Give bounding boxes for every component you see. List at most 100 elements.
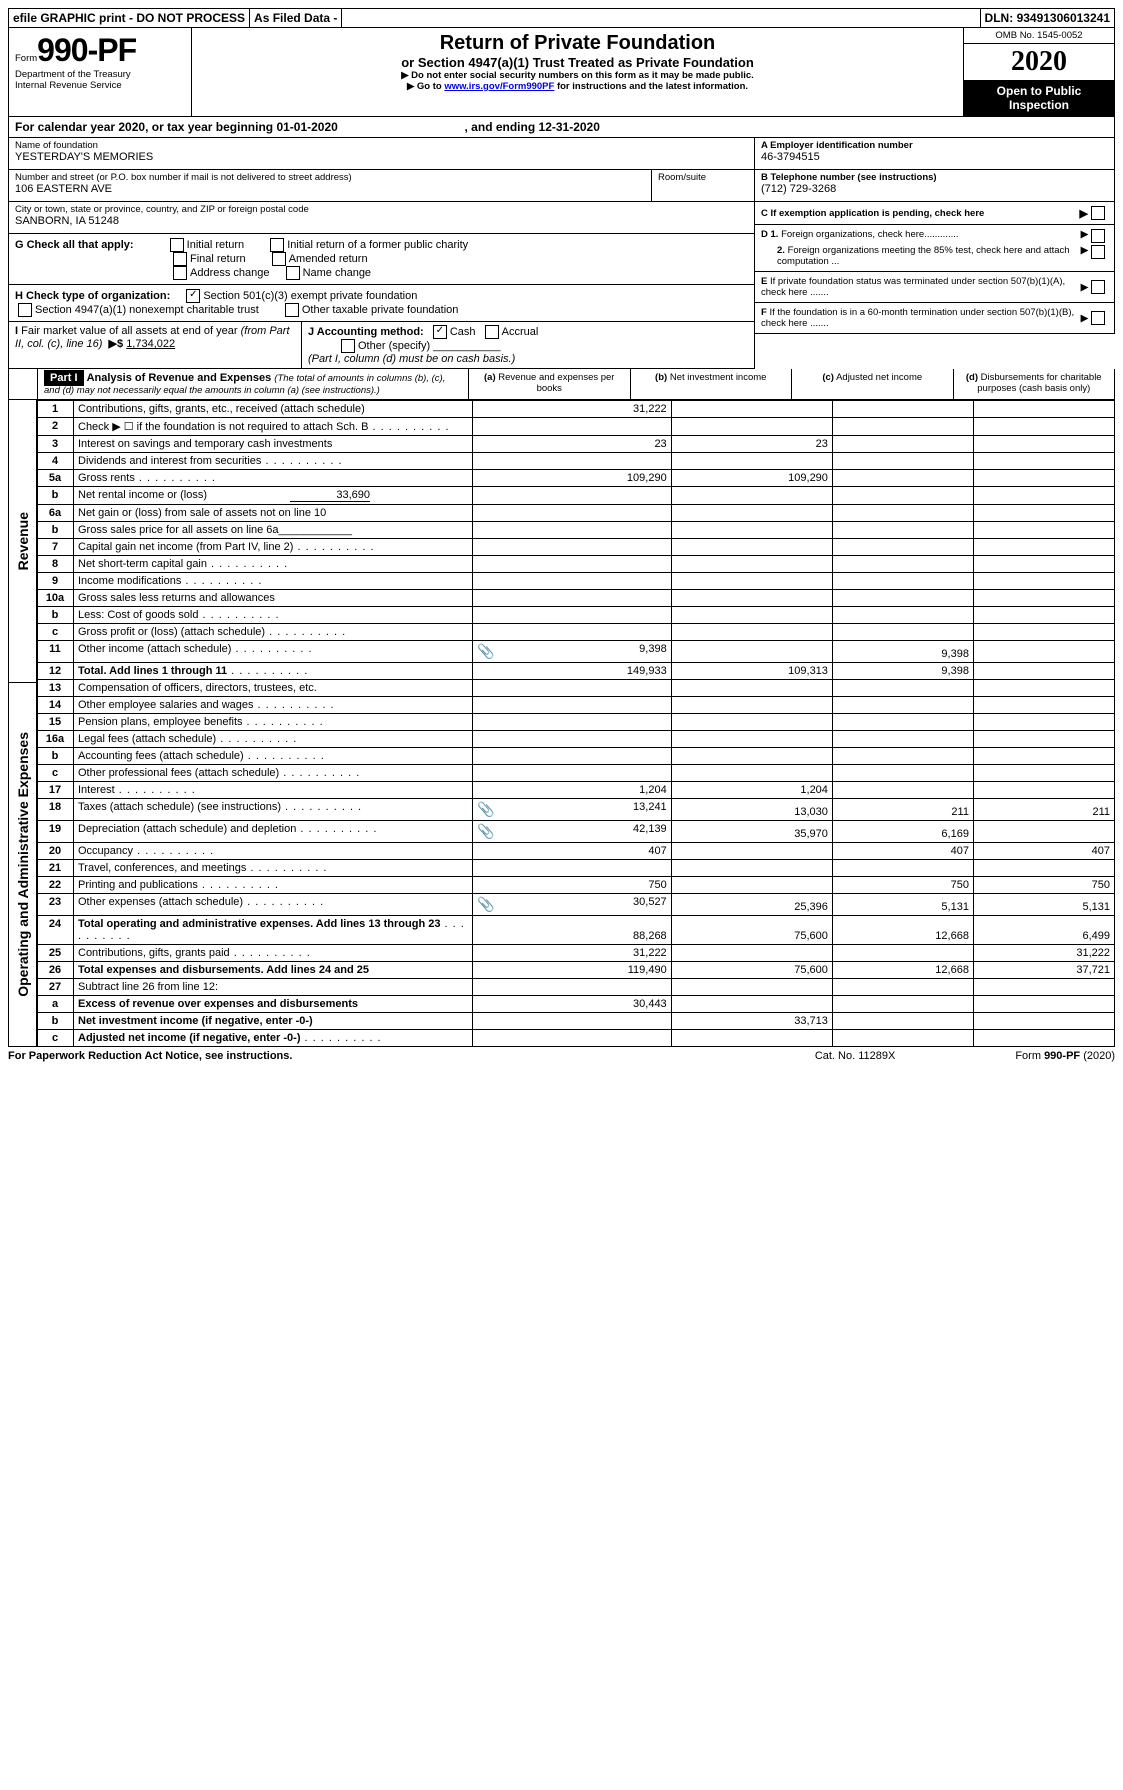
table-row: 22Printing and publications750750750 <box>37 877 1115 894</box>
line-desc: Dividends and interest from securities <box>74 453 473 470</box>
col-d-value <box>973 573 1114 590</box>
line-desc: Gross sales less returns and allowances <box>74 590 473 607</box>
section-H: H Check type of organization: Section 50… <box>8 285 755 322</box>
col-d-value <box>973 697 1114 714</box>
col-b-value <box>671 487 832 505</box>
col-d-value: 407 <box>973 843 1114 860</box>
g-initial-former[interactable] <box>270 238 284 252</box>
line-number: 25 <box>37 945 74 962</box>
j-note: (Part I, column (d) must be on cash basi… <box>308 353 515 365</box>
attachment-icon[interactable]: 📎 <box>477 823 494 840</box>
col-c-value <box>832 714 973 731</box>
attachment-icon[interactable]: 📎 <box>477 896 494 913</box>
line-desc: Gross profit or (loss) (attach schedule) <box>74 624 473 641</box>
col-a-value <box>473 680 672 697</box>
table-row: bLess: Cost of goods sold <box>37 607 1115 624</box>
col-c-header: (c) Adjusted net income <box>792 369 954 399</box>
col-c-value <box>832 401 973 418</box>
table-row: 27Subtract line 26 from line 12: <box>37 979 1115 996</box>
g-amended[interactable] <box>272 252 286 266</box>
col-c-value <box>832 731 973 748</box>
col-b-value <box>671 624 832 641</box>
attachment-icon[interactable]: 📎 <box>477 801 494 818</box>
col-d-value <box>973 821 1114 843</box>
line-desc: Total operating and administrative expen… <box>74 916 473 945</box>
e-check[interactable] <box>1091 280 1105 294</box>
h-other[interactable] <box>285 303 299 317</box>
j-other[interactable] <box>341 339 355 353</box>
col-d-value <box>973 401 1114 418</box>
col-d-value: 37,721 <box>973 962 1114 979</box>
E-label: E If private foundation status was termi… <box>761 276 1081 298</box>
line-desc: Gross sales price for all assets on line… <box>74 522 473 539</box>
col-c-value <box>832 607 973 624</box>
dept-treasury: Department of the Treasury <box>15 69 185 80</box>
g-address[interactable] <box>173 266 187 280</box>
col-a-value <box>473 731 672 748</box>
table-row: 11Other income (attach schedule)📎9,3989,… <box>37 641 1115 663</box>
line-number: a <box>37 996 74 1013</box>
col-d-value <box>973 624 1114 641</box>
col-b-value <box>671 505 832 522</box>
irs: Internal Revenue Service <box>15 80 185 91</box>
col-d-value: 6,499 <box>973 916 1114 945</box>
line-number: 6a <box>37 505 74 522</box>
line-desc: Interest on savings and temporary cash i… <box>74 436 473 453</box>
section-IJ: I Fair market value of all assets at end… <box>8 322 755 369</box>
page-footer: For Paperwork Reduction Act Notice, see … <box>8 1047 1115 1062</box>
col-c-value <box>832 487 973 505</box>
col-a-value <box>473 624 672 641</box>
col-b-value <box>671 877 832 894</box>
col-c-value <box>832 1030 973 1047</box>
d2-check[interactable] <box>1091 245 1105 259</box>
table-row: 17Interest1,2041,204 <box>37 782 1115 799</box>
col-d-value <box>973 539 1114 556</box>
col-a-value: 📎30,527 <box>473 894 672 916</box>
col-a-value <box>473 748 672 765</box>
col-d-value <box>973 714 1114 731</box>
col-d-value: 5,131 <box>973 894 1114 916</box>
f-check[interactable] <box>1091 311 1105 325</box>
col-a-value: 149,933 <box>473 663 672 680</box>
h-4947[interactable] <box>18 303 32 317</box>
table-row: 6aNet gain or (loss) from sale of assets… <box>37 505 1115 522</box>
line-number: 15 <box>37 714 74 731</box>
g-initial-return[interactable] <box>170 238 184 252</box>
g-name[interactable] <box>286 266 300 280</box>
line-number: 19 <box>37 821 74 843</box>
line-desc: Total. Add lines 1 through 11 <box>74 663 473 680</box>
d1-check[interactable] <box>1091 229 1105 243</box>
col-b-value: 23 <box>671 436 832 453</box>
line-number: c <box>37 624 74 641</box>
col-b-value <box>671 418 832 436</box>
j-cash[interactable] <box>433 325 447 339</box>
j-accrual[interactable] <box>485 325 499 339</box>
line-number: 17 <box>37 782 74 799</box>
col-b-value <box>671 731 832 748</box>
c-check[interactable] <box>1091 206 1105 220</box>
table-row: 10aGross sales less returns and allowanc… <box>37 590 1115 607</box>
col-b-value <box>671 556 832 573</box>
col-c-value <box>832 680 973 697</box>
g-final[interactable] <box>173 252 187 266</box>
col-a-value: 407 <box>473 843 672 860</box>
table-row: 1Contributions, gifts, grants, etc., rec… <box>37 401 1115 418</box>
col-a-value: 📎13,241 <box>473 799 672 821</box>
attachment-icon[interactable]: 📎 <box>477 643 494 660</box>
top-bar: efile GRAPHIC print - DO NOT PROCESS As … <box>8 8 1115 28</box>
revenue-label: Revenue <box>15 512 31 570</box>
irs-link[interactable]: www.irs.gov/Form990PF <box>444 81 554 92</box>
line-desc: Interest <box>74 782 473 799</box>
col-d-value <box>973 1030 1114 1047</box>
table-row: bGross sales price for all assets on lin… <box>37 522 1115 539</box>
line-number: c <box>37 765 74 782</box>
line-desc: Other professional fees (attach schedule… <box>74 765 473 782</box>
table-row: cGross profit or (loss) (attach schedule… <box>37 624 1115 641</box>
col-c-value: 9,398 <box>832 641 973 663</box>
line-desc: Depreciation (attach schedule) and deple… <box>74 821 473 843</box>
part1-table: 1Contributions, gifts, grants, etc., rec… <box>36 400 1115 1047</box>
h-501c3[interactable] <box>186 289 200 303</box>
col-c-value <box>832 996 973 1013</box>
line-number: 24 <box>37 916 74 945</box>
line-number: c <box>37 1030 74 1047</box>
